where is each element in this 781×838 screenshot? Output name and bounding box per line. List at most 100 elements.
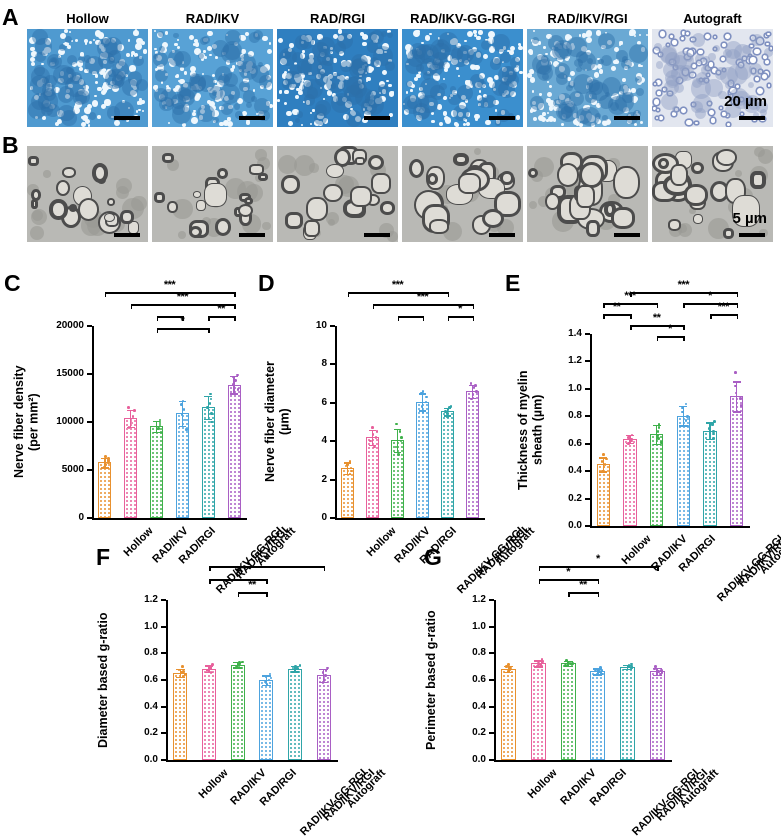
data-point [180, 671, 184, 674]
data-point [371, 433, 375, 436]
micrograph-a-5: Autograft 20 µm [652, 11, 773, 127]
significance-bracket [104, 292, 235, 294]
data-point [209, 392, 212, 396]
micrograph-column-title: RAD/IKV-GG-RGI [410, 11, 515, 26]
data-point [707, 427, 711, 430]
data-point [267, 678, 271, 682]
plot-area: 0.0 0.2 0.4 0.6 0.8 1.0 1.2 1.4 Hollow RAD/IKV RAD… [568, 280, 781, 605]
significance-bracket [603, 314, 630, 316]
significance-star: ** [612, 301, 621, 313]
data-point [506, 670, 510, 673]
data-point [345, 462, 349, 466]
error-cap [368, 429, 377, 432]
micrograph-column-title: RAD/RGI [310, 11, 365, 26]
significance-bracket-tick [538, 566, 540, 571]
y-tick-label: 15000 [56, 368, 84, 379]
y-tick-label: 5000 [61, 464, 84, 475]
bar-RAD/IKV/RGI [287, 668, 303, 760]
data-point [296, 667, 299, 670]
bar-RAD/IKV-GG-RGI [676, 415, 690, 526]
data-point [323, 678, 326, 682]
y-tick-label: 0.4 [568, 465, 582, 477]
bar-RAD/RGI [560, 663, 576, 760]
significance-bracket-tick [447, 292, 449, 297]
y-tick-label: 0.2 [472, 727, 486, 739]
bar-RAD/IKV/RGI [703, 430, 717, 526]
significance-bracket-tick [182, 316, 184, 321]
micrograph-a-0: Hollow [27, 11, 148, 127]
significance-bracket-tick [472, 316, 474, 321]
data-point [237, 661, 241, 664]
error-cap [468, 384, 477, 386]
significance-bracket-tick [630, 325, 632, 330]
scale-bar [489, 116, 515, 120]
y-tick-label: 2 [321, 473, 327, 485]
scale-bar [364, 116, 390, 120]
data-point [627, 442, 630, 445]
error-bar [104, 457, 106, 468]
micrograph-b-2 [277, 146, 398, 242]
significance-bracket [209, 579, 267, 581]
y-axis [166, 600, 169, 760]
y-tick-label: 4 [321, 435, 327, 447]
y-tick [489, 705, 494, 708]
significance-bracket-tick [323, 566, 326, 571]
data-point [241, 660, 244, 664]
significance-bracket-tick [209, 579, 211, 584]
x-tick-label: Hollow [121, 525, 156, 559]
y-tick [161, 759, 166, 761]
significance-bracket-tick [538, 579, 540, 584]
micrograph-b-1 [152, 146, 273, 242]
significance-bracket-tick [597, 592, 600, 597]
data-point [264, 680, 267, 684]
data-point [210, 420, 213, 424]
significance-bracket-tick [683, 303, 685, 308]
error-bar [421, 393, 424, 411]
scale-bar [239, 233, 265, 237]
data-point [739, 397, 742, 400]
data-point [321, 681, 325, 684]
bar-RAD/IKV-GG-RGI [416, 401, 429, 518]
y-tick [585, 387, 590, 390]
scale-bar [614, 233, 640, 237]
y-tick [330, 517, 335, 519]
error-cap [706, 422, 714, 424]
micrograph-a-3: RAD/IKV-GG-RGI [402, 11, 523, 127]
data-point [597, 670, 601, 673]
error-cap [126, 409, 135, 411]
data-point [400, 436, 403, 439]
significance-bracket [568, 592, 598, 594]
data-point [102, 465, 106, 469]
toluidine-blue-image [527, 29, 648, 127]
data-point [235, 392, 238, 396]
error-cap [679, 406, 688, 408]
data-point [602, 465, 606, 469]
error-bar [602, 457, 605, 472]
data-point [394, 445, 398, 449]
data-point [397, 453, 400, 456]
error-cap [368, 445, 377, 447]
bar-RAD/IKV [124, 418, 138, 518]
panel-letter-d: D [258, 270, 275, 296]
data-point [209, 671, 213, 674]
data-point [293, 665, 297, 668]
data-point [157, 427, 160, 430]
data-point [180, 413, 184, 416]
data-point [324, 669, 328, 672]
data-point [234, 664, 238, 668]
error-cap [230, 393, 238, 395]
data-point [540, 658, 544, 661]
data-point [127, 426, 131, 430]
micrograph-b-0 [27, 146, 148, 242]
x-tick-label: RAD/IKV/RGI [653, 767, 710, 824]
data-point [535, 664, 539, 668]
error-cap [534, 660, 543, 662]
significance-bracket [538, 566, 658, 568]
data-point [627, 436, 630, 439]
significance-bracket-tick [736, 303, 739, 308]
data-point [369, 439, 372, 443]
chart-d: Nerve fiber diameter (µm) 0 2 4 6 8 10 Hollow RA… [255, 280, 536, 597]
data-point [685, 414, 689, 418]
significance-bracket-tick [683, 325, 685, 330]
significance-bracket [237, 592, 267, 594]
